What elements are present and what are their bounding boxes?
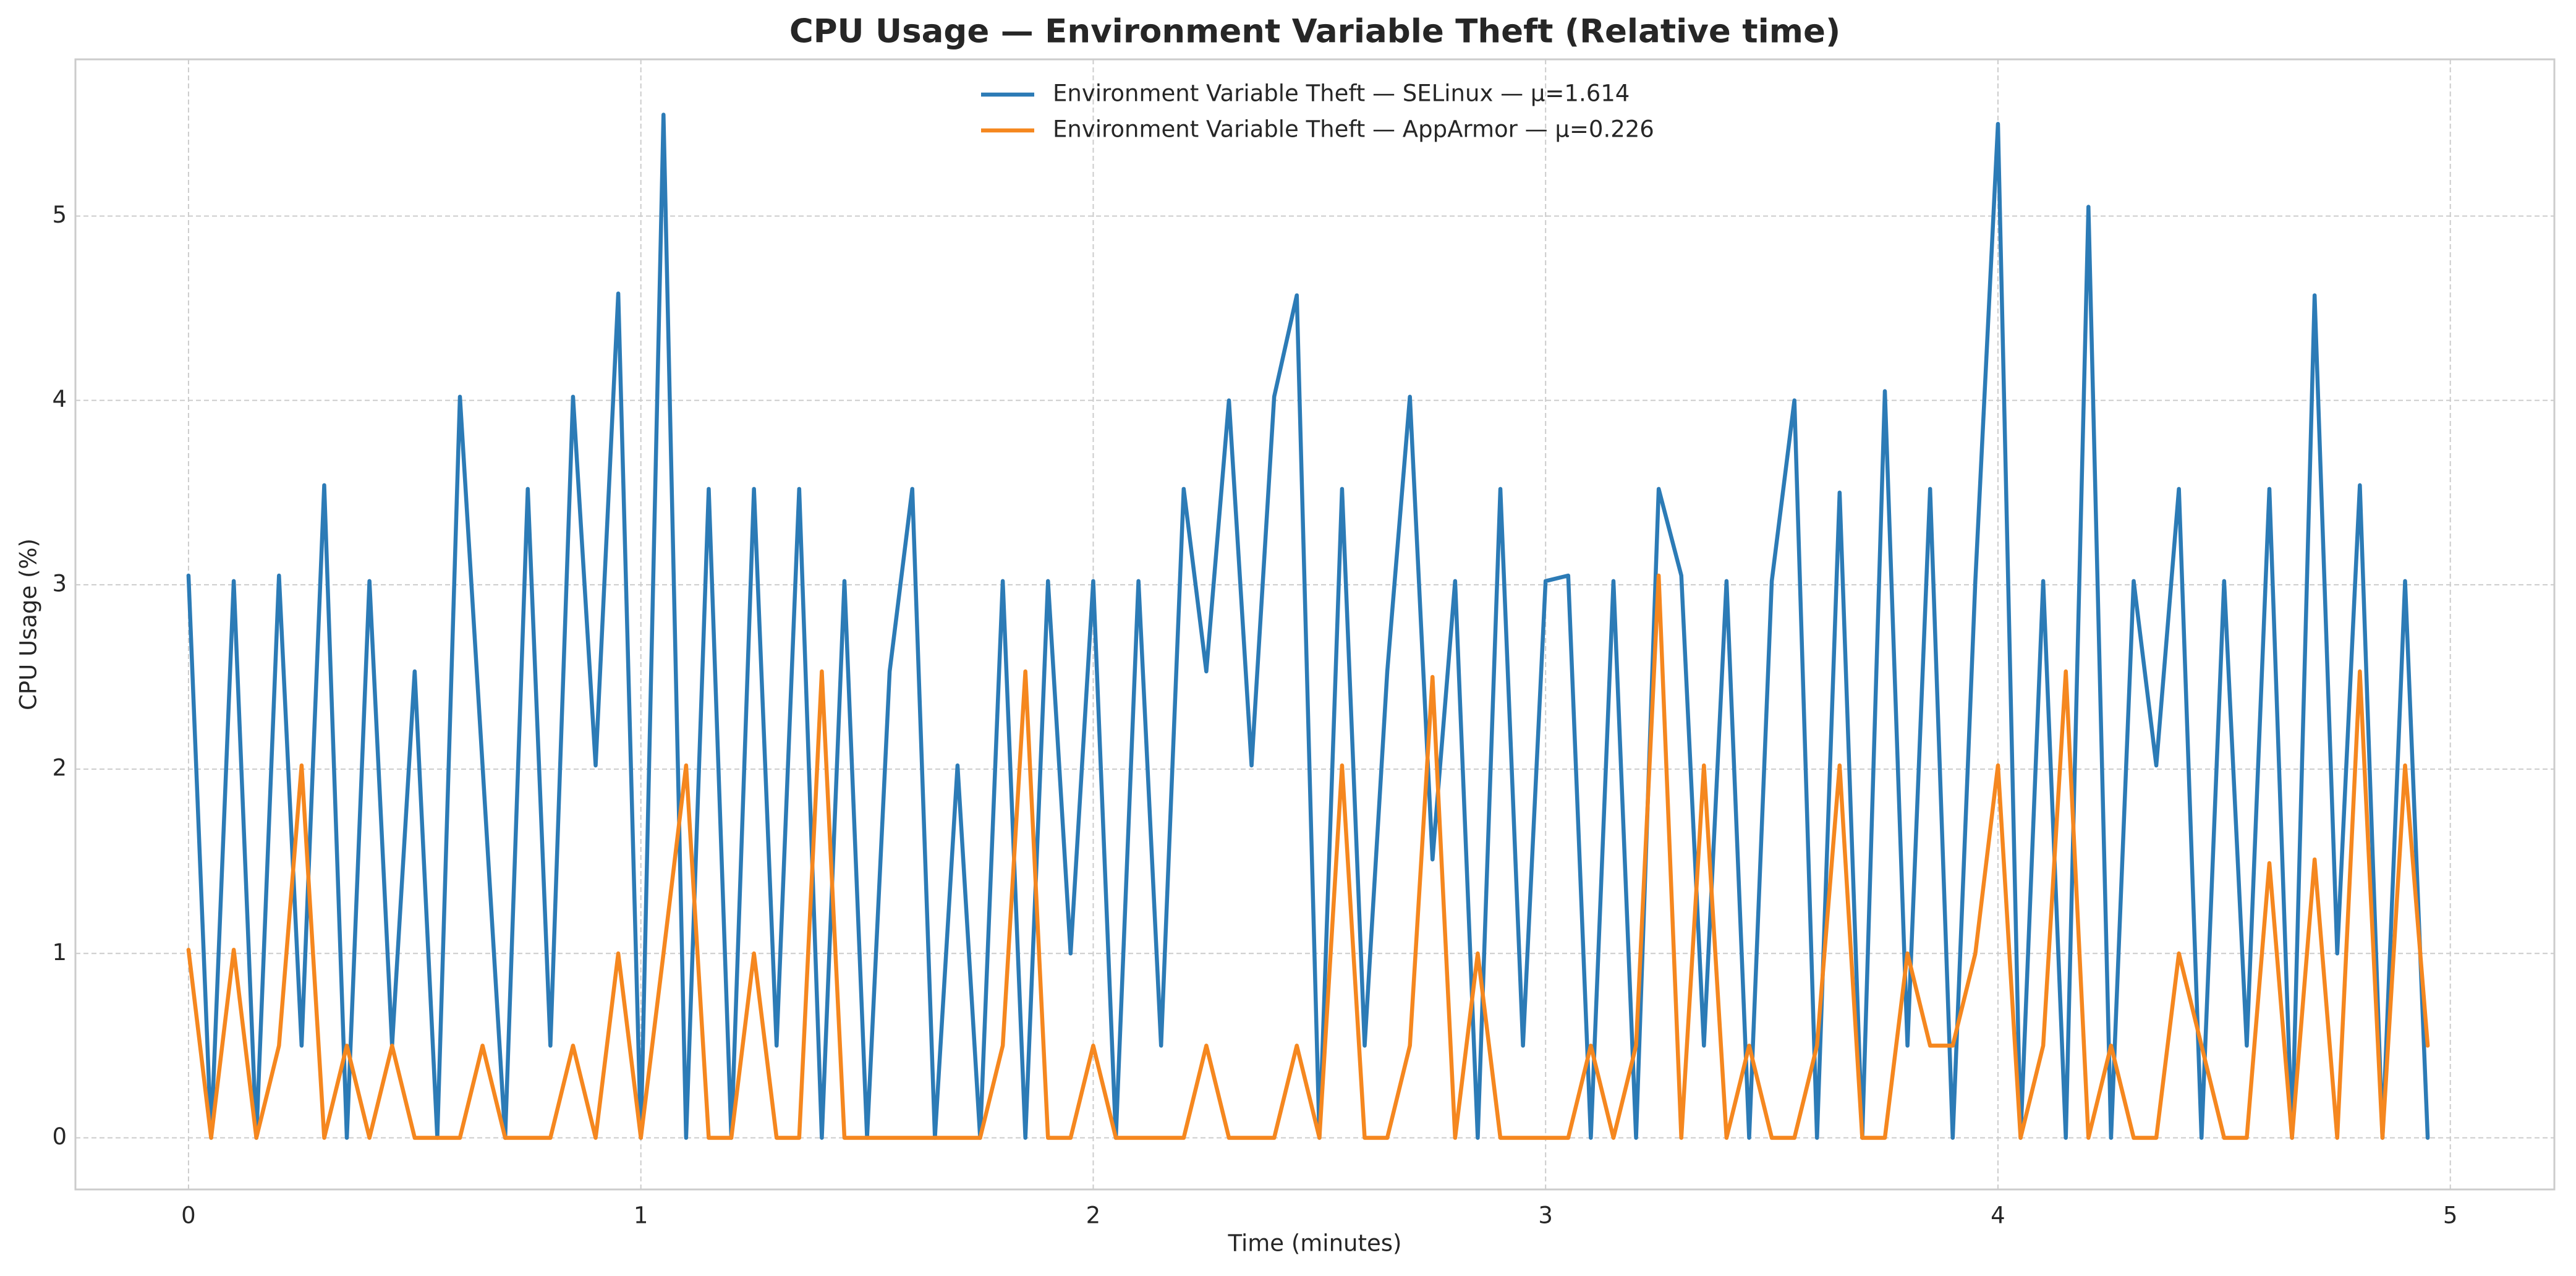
data-line [186,573,2430,1140]
legend-label: Environment Variable Theft — SELinux — μ… [1053,80,1630,107]
y-tick-label: 4 [52,386,67,412]
chart-title: CPU Usage — Environment Variable Theft (… [789,13,1840,51]
plot-frame [74,58,2556,1191]
x-tick-label: 4 [1991,1202,2005,1229]
x-tick-label: 5 [2443,1202,2458,1229]
x-tick-label: 0 [181,1202,196,1229]
y-tick-label: 5 [52,202,67,228]
y-tick-label: 1 [52,939,67,966]
legend-label: Environment Variable Theft — AppArmor — … [1053,116,1654,143]
line-layer [186,113,2430,1140]
x-tick-label: 1 [634,1202,648,1229]
x-tick-label: 3 [1538,1202,1553,1229]
legend: Environment Variable Theft — SELinux — μ… [981,80,1654,143]
y-tick-label: 2 [52,755,67,781]
x-axis-label: Time (minutes) [1228,1230,1402,1257]
y-axis-label: CPU Usage (%) [15,538,42,710]
y-tick-label: 3 [52,570,67,597]
y-tick-label: 0 [52,1123,67,1150]
x-tick-label: 2 [1086,1202,1101,1229]
